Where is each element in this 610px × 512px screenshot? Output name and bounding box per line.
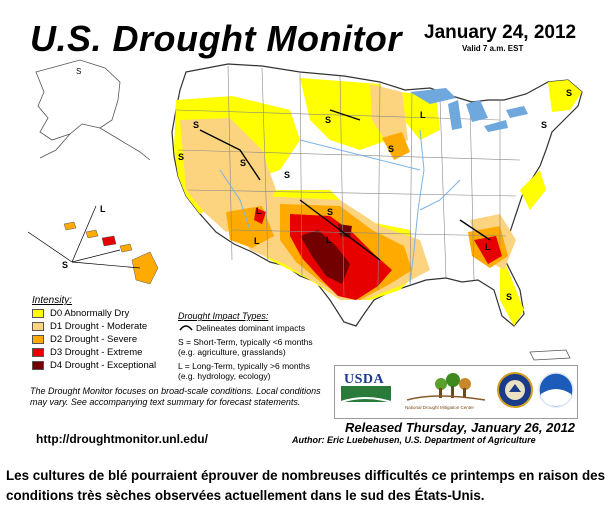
puerto-rico-map bbox=[529, 349, 571, 361]
impact-line-symbol bbox=[179, 325, 193, 331]
legend-label: D1 Drought - Moderate bbox=[50, 320, 148, 332]
impact-label-s: S bbox=[193, 120, 199, 130]
valid-time: Valid 7 a.m. EST bbox=[462, 44, 524, 53]
impact-long-term: L = Long-Term, typically >6 months bbox=[178, 361, 310, 371]
agency-logos bbox=[334, 365, 578, 419]
great-lakes bbox=[410, 88, 528, 132]
caption-text: Les cultures de blé pourraient éprouver … bbox=[6, 468, 606, 503]
impact-lines bbox=[199, 109, 491, 261]
legend-item-d4: D4 Drought - Exceptional bbox=[32, 359, 156, 371]
legend-label: D4 Drought - Exceptional bbox=[50, 359, 157, 371]
focus-note: The Drought Monitor focuses on broad-sca… bbox=[30, 386, 321, 407]
legend-title: Intensity: bbox=[32, 295, 73, 306]
impact-short-term-example: (e.g. agriculture, grasslands) bbox=[178, 347, 286, 357]
impact-label-s: S bbox=[506, 292, 512, 302]
d4-areas bbox=[300, 224, 352, 284]
impact-label-s: S bbox=[240, 158, 246, 168]
impact-label-s: S bbox=[541, 120, 547, 130]
swatch-d1 bbox=[32, 321, 44, 331]
legend-item-d0: D0 Abnormally Dry bbox=[32, 307, 156, 319]
rivers bbox=[219, 129, 461, 285]
impact-label-l: L bbox=[326, 235, 332, 245]
impact-label-s: S bbox=[284, 170, 290, 180]
legend-item-d3: D3 Drought - Extreme bbox=[32, 346, 156, 358]
impact-delineates: Delineates dominant impacts bbox=[196, 323, 306, 333]
swatch-d0 bbox=[32, 308, 44, 318]
impact-label-l: L bbox=[256, 206, 262, 216]
intensity-legend: D0 Abnormally Dry D1 Drought - Moderate … bbox=[32, 307, 156, 372]
hawaii-label-s: S bbox=[62, 260, 68, 270]
legend-label: D2 Drought - Severe bbox=[50, 333, 138, 345]
impact-short-term: S = Short-Term, typically <6 months bbox=[178, 337, 313, 347]
legend-item-d1: D1 Drought - Moderate bbox=[32, 320, 156, 332]
usda-logo-text: USDA bbox=[344, 372, 385, 387]
ndmc-logo-text: National Drought Mitigation Center bbox=[405, 405, 475, 410]
doc-seal-icon bbox=[497, 372, 533, 408]
impact-long-term-example: (e.g. hydrology, ecology) bbox=[178, 371, 271, 381]
swatch-d3 bbox=[32, 347, 44, 357]
state-borders bbox=[175, 65, 521, 297]
alaska-label-s: S bbox=[76, 67, 81, 76]
impact-label-s: S bbox=[566, 88, 572, 98]
release-date: Released Thursday, January 26, 2012 bbox=[345, 420, 576, 435]
ndmc-logo-icon bbox=[406, 373, 486, 401]
impact-label-s: S bbox=[325, 115, 331, 125]
hawaii-map bbox=[27, 205, 159, 285]
swatch-d4 bbox=[32, 360, 44, 370]
impact-label-l: L bbox=[420, 110, 426, 120]
author-credit: Author: Eric Luebehusen, U.S. Department… bbox=[292, 435, 536, 445]
hawaii-label-l: L bbox=[100, 204, 106, 214]
legend-item-d2: D2 Drought - Severe bbox=[32, 333, 156, 345]
legend-label: D3 Drought - Extreme bbox=[50, 346, 143, 358]
alaska-map: S bbox=[35, 59, 151, 161]
noaa-logo-icon bbox=[538, 372, 574, 408]
impact-label-s: S bbox=[388, 144, 394, 154]
source-url[interactable]: http://droughtmonitor.unl.edu/ bbox=[36, 432, 208, 446]
logo-graphics bbox=[340, 372, 574, 408]
swatch-d2 bbox=[32, 334, 44, 344]
impact-legend-title: Drought Impact Types: bbox=[178, 311, 269, 321]
map-date: January 24, 2012 bbox=[424, 22, 577, 43]
impact-label-s: S bbox=[178, 152, 184, 162]
impact-label-s: S bbox=[327, 207, 333, 217]
legend-label: D0 Abnormally Dry bbox=[50, 307, 130, 319]
page-title: U.S. Drought Monitor bbox=[30, 18, 402, 59]
impact-label-l: L bbox=[485, 242, 491, 252]
impact-label-l: L bbox=[254, 236, 260, 246]
